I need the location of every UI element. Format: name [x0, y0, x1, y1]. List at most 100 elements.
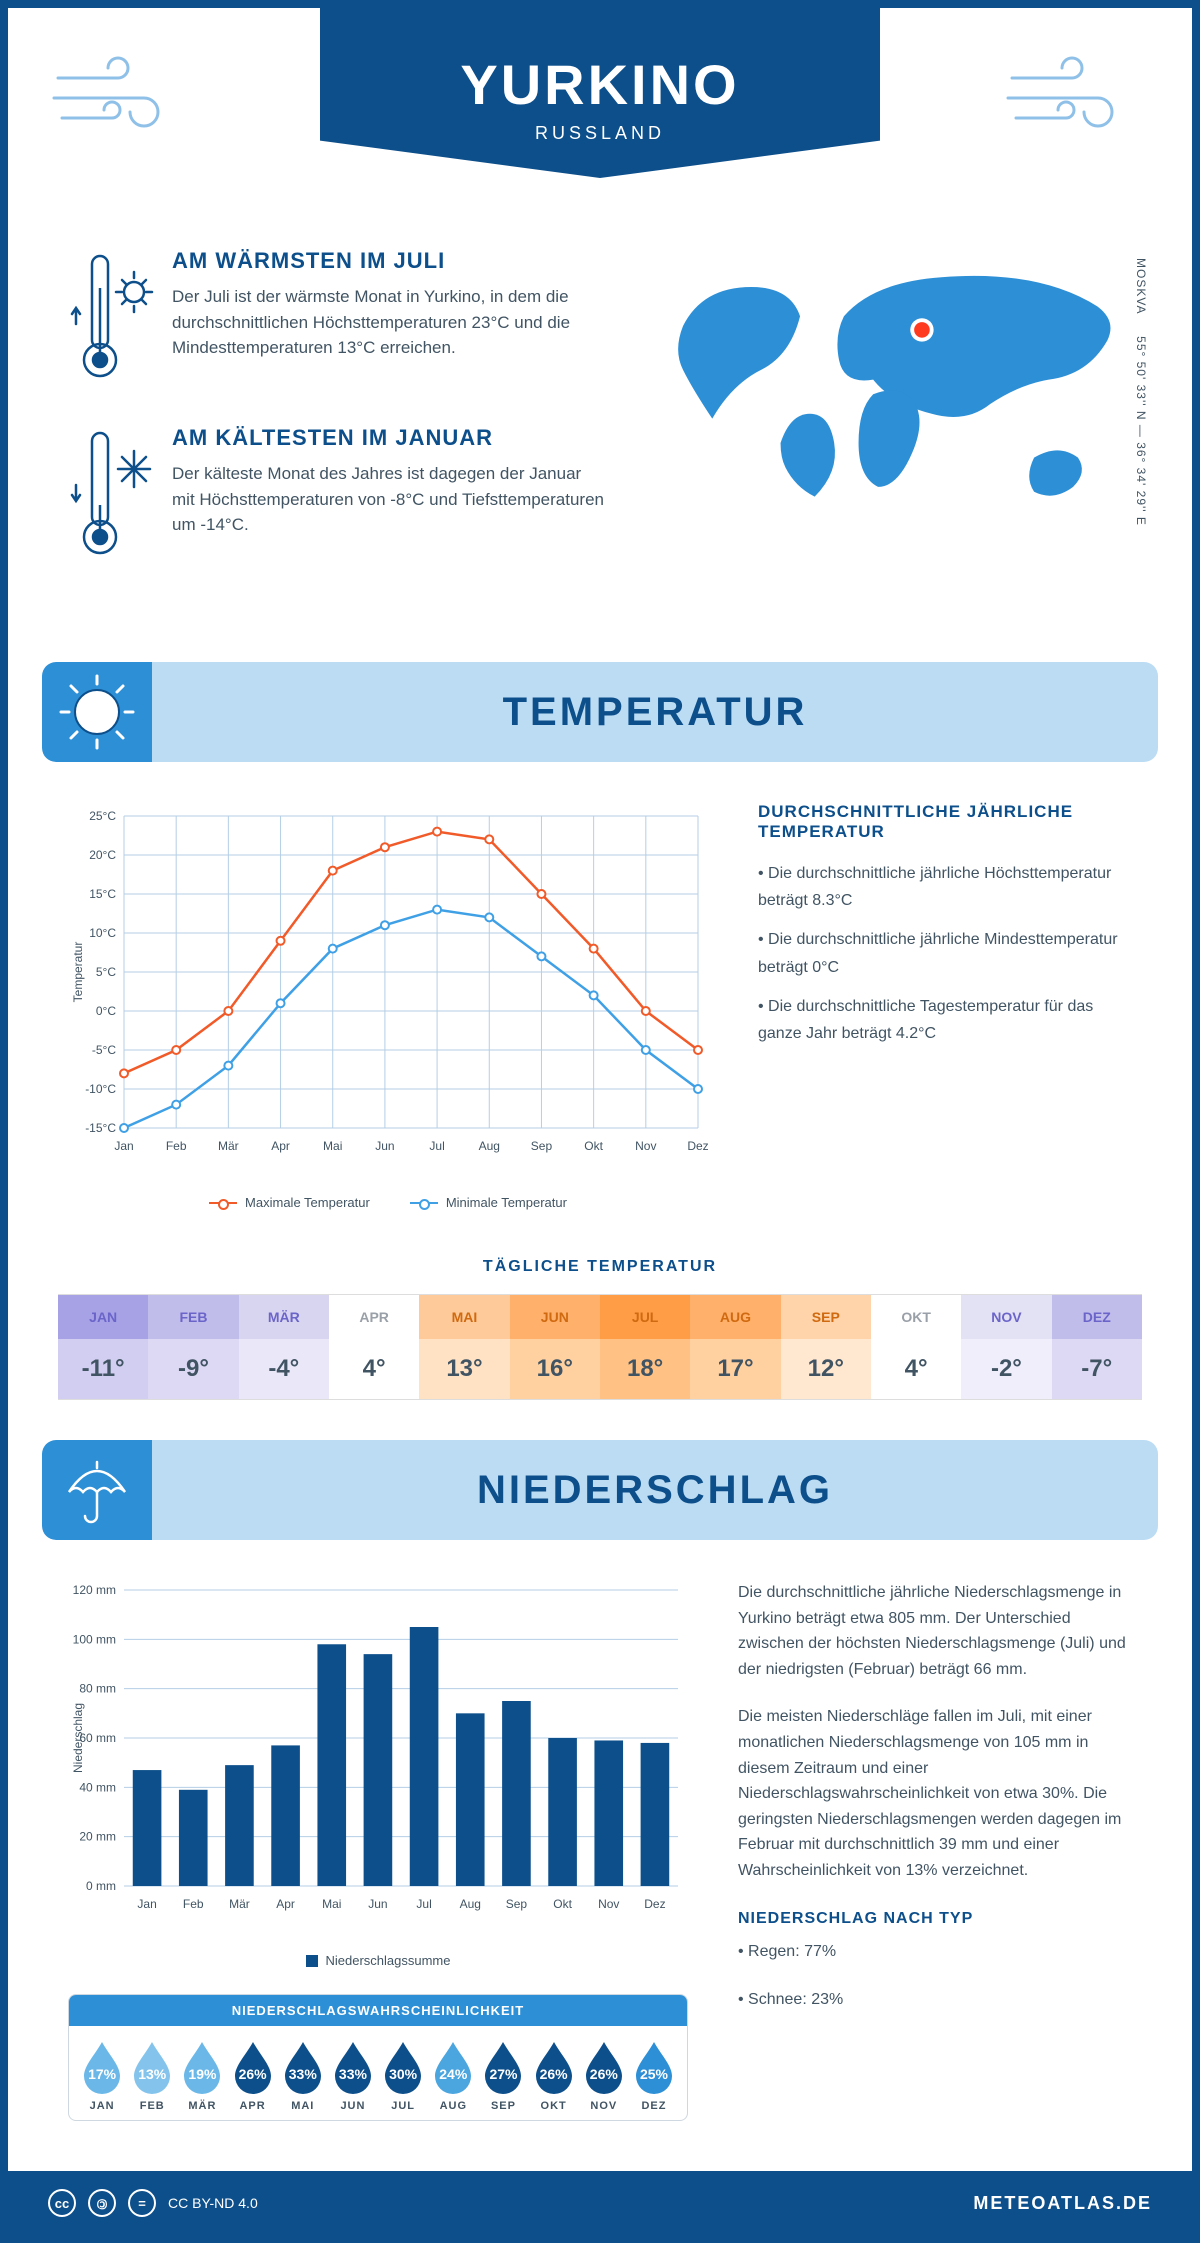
daily-col: JUL 18° — [600, 1295, 690, 1399]
drop-item: 27% SEP — [478, 2040, 528, 2112]
daily-col: NOV -2° — [961, 1295, 1051, 1399]
svg-text:Mär: Mär — [229, 1897, 250, 1911]
svg-text:Sep: Sep — [506, 1897, 528, 1911]
svg-text:Jun: Jun — [375, 1139, 394, 1153]
warmest-title: AM WÄRMSTEN IM JULI — [172, 248, 604, 274]
cc-icon: cc — [48, 2189, 76, 2217]
svg-text:Mai: Mai — [322, 1897, 341, 1911]
world-map-icon — [644, 248, 1132, 526]
drop-item: 26% OKT — [529, 2040, 579, 2112]
intro-facts: AM WÄRMSTEN IM JULI Der Juli ist der wär… — [68, 248, 604, 602]
city-name: YURKINO — [320, 52, 880, 117]
license-block: cc 🄯 = CC BY-ND 4.0 — [48, 2189, 258, 2217]
drop-item: 33% MAI — [278, 2040, 328, 2112]
svg-text:40 mm: 40 mm — [79, 1780, 116, 1794]
precip-legend-item: Niederschlagssumme — [306, 1953, 451, 1968]
temp-bullet-3: • Die durchschnittliche Tagestemperatur … — [758, 993, 1132, 1047]
coldest-title: AM KÄLTESTEN IM JANUAR — [172, 425, 604, 451]
drop-item: 26% NOV — [579, 2040, 629, 2112]
svg-text:15°C: 15°C — [89, 887, 116, 901]
precip-type-heading: NIEDERSCHLAG NACH TYP — [738, 1906, 1132, 1932]
precip-summary: Die durchschnittliche jährliche Niedersc… — [738, 1580, 1132, 2121]
site-name: METEOATLAS.DE — [973, 2193, 1152, 2214]
svg-text:Okt: Okt — [584, 1139, 603, 1153]
svg-text:10°C: 10°C — [89, 926, 116, 940]
svg-text:0°C: 0°C — [96, 1004, 116, 1018]
page-root: YURKINO RUSSLAND AM WÄRMSTEN IM JULI Der… — [0, 0, 1200, 2243]
svg-text:Nov: Nov — [598, 1897, 619, 1911]
drop-item: 13% FEB — [127, 2040, 177, 2112]
daily-col: APR 4° — [329, 1295, 419, 1399]
temp-bullet-2: • Die durchschnittliche jährliche Mindes… — [758, 926, 1132, 980]
precip-left: 0 mm20 mm40 mm60 mm80 mm100 mm120 mmJanF… — [68, 1580, 688, 2121]
coords-value: 55° 50' 33'' N — 36° 34' 29'' E — [1134, 336, 1148, 526]
daily-col: MÄR -4° — [239, 1295, 329, 1399]
temperature-body: -15°C-10°C-5°C0°C5°C10°C15°C20°C25°CJanF… — [8, 762, 1192, 1230]
svg-text:Dez: Dez — [687, 1139, 708, 1153]
svg-text:Dez: Dez — [644, 1897, 665, 1911]
thermometer-cold-icon — [68, 425, 148, 570]
svg-text:-10°C: -10°C — [85, 1082, 116, 1096]
title-banner: YURKINO RUSSLAND — [320, 8, 880, 178]
drop-item: 26% APR — [228, 2040, 278, 2112]
svg-text:Mai: Mai — [323, 1139, 342, 1153]
precipitation-section-header: NIEDERSCHLAG — [42, 1440, 1158, 1540]
precip-para-2: Die meisten Niederschläge fallen im Juli… — [738, 1704, 1132, 1883]
svg-text:Nov: Nov — [635, 1139, 656, 1153]
drop-item: 25% DEZ — [629, 2040, 679, 2112]
legend-min-label: Minimale Temperatur — [446, 1195, 567, 1210]
svg-text:5°C: 5°C — [96, 965, 116, 979]
svg-text:Jan: Jan — [114, 1139, 133, 1153]
svg-text:80 mm: 80 mm — [79, 1682, 116, 1696]
nd-icon: = — [128, 2189, 156, 2217]
region-label: MOSKVA — [1134, 258, 1148, 314]
header: YURKINO RUSSLAND — [8, 8, 1192, 238]
svg-text:Aug: Aug — [479, 1139, 500, 1153]
probability-drops: 17% JAN 13% FEB 19% MÄR — [69, 2026, 687, 2120]
drop-item: 17% JAN — [77, 2040, 127, 2112]
by-icon: 🄯 — [88, 2189, 116, 2217]
temperature-title: TEMPERATUR — [152, 690, 1158, 735]
sun-icon — [42, 662, 152, 762]
warmest-desc: Der Juli ist der wärmste Monat in Yurkin… — [172, 284, 604, 361]
precip-rain: • Regen: 77% — [738, 1939, 1132, 1965]
coldest-block: AM KÄLTESTEN IM JANUAR Der kälteste Mona… — [68, 425, 604, 570]
warmest-text: AM WÄRMSTEN IM JULI Der Juli ist der wär… — [172, 248, 604, 393]
warmest-block: AM WÄRMSTEN IM JULI Der Juli ist der wär… — [68, 248, 604, 393]
probability-panel: NIEDERSCHLAGSWAHRSCHEINLICHKEIT 17% JAN … — [68, 1994, 688, 2121]
daily-temp-title: TÄGLICHE TEMPERATUR — [8, 1258, 1192, 1276]
temperature-summary: DURCHSCHNITTLICHE JÄHRLICHE TEMPERATUR •… — [758, 802, 1132, 1210]
thermometer-hot-icon — [68, 248, 148, 393]
svg-text:Temperatur: Temperatur — [71, 942, 85, 1003]
svg-text:Feb: Feb — [166, 1139, 187, 1153]
svg-text:Jul: Jul — [429, 1139, 444, 1153]
svg-text:Jul: Jul — [416, 1897, 431, 1911]
svg-text:20°C: 20°C — [89, 848, 116, 862]
svg-text:0 mm: 0 mm — [86, 1879, 116, 1893]
svg-text:120 mm: 120 mm — [73, 1583, 116, 1597]
legend-max: .lg-item:nth-child(1) .lg-sw::after{bord… — [209, 1195, 370, 1210]
svg-text:Apr: Apr — [276, 1897, 295, 1911]
svg-text:-5°C: -5°C — [92, 1043, 116, 1057]
daily-col: OKT 4° — [871, 1295, 961, 1399]
footer: cc 🄯 = CC BY-ND 4.0 METEOATLAS.DE — [8, 2171, 1192, 2235]
coldest-desc: Der kälteste Monat des Jahres ist dagege… — [172, 461, 604, 538]
daily-col: FEB -9° — [148, 1295, 238, 1399]
world-map-container: MOSKVA 55° 50' 33'' N — 36° 34' 29'' E — [644, 248, 1132, 526]
daily-col: SEP 12° — [781, 1295, 871, 1399]
precip-legend-label: Niederschlagssumme — [326, 1953, 451, 1968]
precipitation-bar-chart: 0 mm20 mm40 mm60 mm80 mm100 mm120 mmJanF… — [68, 1580, 688, 1940]
precipitation-title: NIEDERSCHLAG — [152, 1468, 1158, 1513]
daily-col: JUN 16° — [510, 1295, 600, 1399]
wind-icon — [1002, 38, 1152, 163]
svg-text:Aug: Aug — [460, 1897, 481, 1911]
precip-snow: • Schnee: 23% — [738, 1987, 1132, 2013]
svg-text:Mär: Mär — [218, 1139, 239, 1153]
svg-text:25°C: 25°C — [89, 809, 116, 823]
svg-text:Jan: Jan — [137, 1897, 156, 1911]
svg-text:Apr: Apr — [271, 1139, 290, 1153]
drop-item: 24% AUG — [428, 2040, 478, 2112]
drop-item: 30% JUL — [378, 2040, 428, 2112]
wind-icon — [48, 38, 198, 163]
precip-para-1: Die durchschnittliche jährliche Niedersc… — [738, 1580, 1132, 1682]
